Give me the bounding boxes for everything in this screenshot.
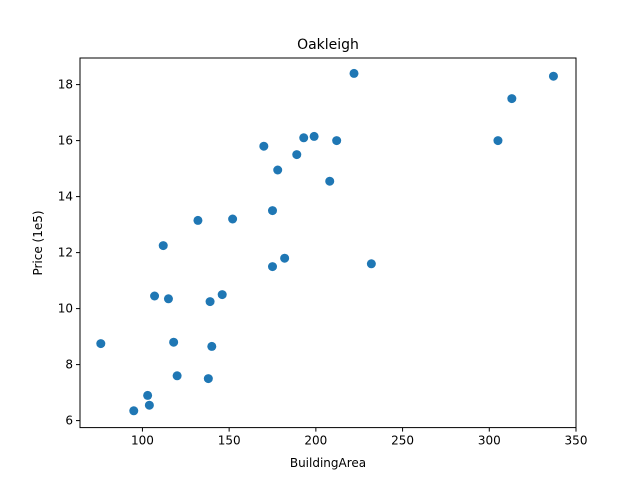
x-tick-label: 250	[391, 434, 414, 448]
x-tick-label: 100	[131, 434, 154, 448]
x-tick-label: 300	[478, 434, 501, 448]
data-point	[228, 214, 238, 224]
data-point	[169, 337, 179, 347]
data-point	[493, 136, 503, 146]
y-tick-label: 10	[58, 302, 73, 316]
data-point	[548, 71, 558, 81]
data-point	[268, 262, 277, 272]
data-point	[96, 339, 106, 349]
x-tick-label: 150	[218, 434, 241, 448]
data-points	[96, 68, 558, 416]
data-point	[259, 141, 269, 151]
data-point	[158, 241, 168, 251]
data-point	[292, 150, 302, 160]
data-point	[129, 406, 139, 416]
x-axis-ticks: 100 150 200 250 300 350	[131, 427, 588, 448]
data-point	[144, 400, 154, 410]
data-point	[172, 371, 182, 381]
y-axis-label: Price (1e5)	[31, 210, 45, 275]
data-point	[143, 390, 153, 400]
data-point	[366, 259, 376, 269]
data-point	[217, 290, 227, 300]
data-point	[299, 133, 309, 143]
data-point	[332, 136, 342, 146]
data-point	[193, 215, 203, 225]
data-point	[349, 68, 359, 78]
data-point	[163, 294, 173, 304]
data-point	[150, 291, 160, 301]
data-point	[273, 165, 283, 175]
x-tick-label: 200	[304, 434, 327, 448]
data-point	[309, 131, 319, 141]
axes-frame	[79, 57, 577, 429]
data-point	[203, 374, 213, 384]
data-point	[325, 176, 335, 186]
data-point	[507, 94, 517, 104]
data-point	[205, 297, 215, 307]
data-point	[268, 206, 277, 216]
y-tick-label: 18	[58, 78, 73, 92]
y-tick-label: 6	[65, 414, 73, 428]
data-point	[207, 341, 217, 351]
chart-title: Oakleigh	[297, 37, 359, 53]
y-tick-label: 8	[65, 358, 73, 372]
y-tick-label: 16	[58, 134, 73, 148]
x-axis-label: BuildingArea	[290, 456, 366, 470]
y-tick-label: 12	[58, 246, 73, 260]
y-tick-label: 14	[58, 190, 73, 204]
data-point	[280, 253, 290, 263]
x-tick-label: 350	[565, 434, 588, 448]
y-axis-ticks: 6 8 10 12 14 16 18	[58, 78, 80, 428]
